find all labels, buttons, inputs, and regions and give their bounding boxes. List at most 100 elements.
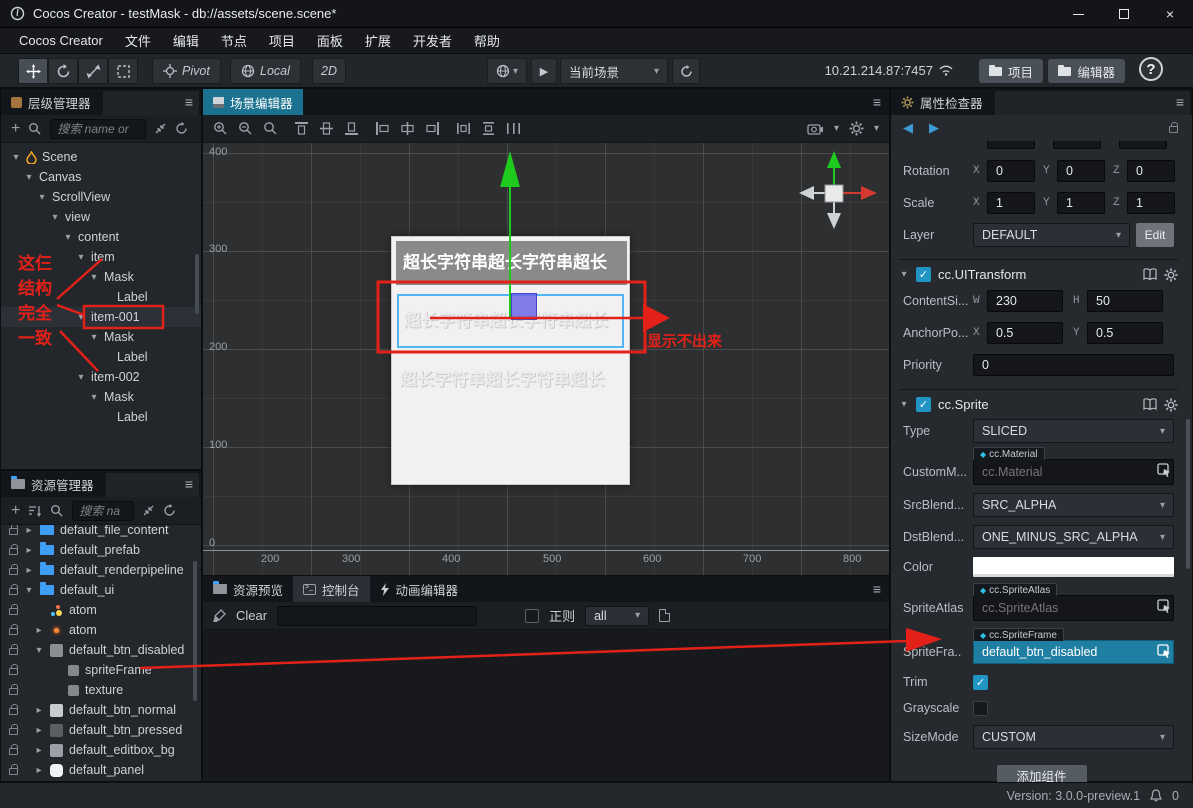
- history-forward-icon[interactable]: ▶: [929, 120, 939, 135]
- tab-asset-preview[interactable]: 资源预览: [203, 576, 293, 602]
- tab-inspector[interactable]: 属性检查器: [891, 89, 993, 115]
- tree-node-item-002[interactable]: ▾ item-002: [1, 367, 201, 387]
- tree-node-canvas[interactable]: ▾ Canvas: [1, 167, 201, 187]
- tree-node-mask[interactable]: ▾ Mask: [1, 267, 201, 287]
- collapse-arrow-icon[interactable]: ▾: [91, 391, 97, 403]
- history-back-icon[interactable]: ◀: [903, 120, 913, 135]
- 2d-mode-button[interactable]: 2D: [312, 58, 346, 84]
- gizmo-settings-gear-icon[interactable]: [849, 121, 864, 136]
- unlock-icon[interactable]: [1169, 122, 1178, 133]
- create-asset-button[interactable]: +: [11, 501, 21, 519]
- assets-search-input[interactable]: [72, 500, 135, 521]
- expand-arrow-icon[interactable]: ▸: [26, 564, 32, 576]
- zoom-out-icon[interactable]: [238, 121, 253, 136]
- sprite-frame-value[interactable]: default_btn_disabled: [973, 640, 1174, 664]
- asset-row[interactable]: ▸ default_file_content: [1, 525, 201, 540]
- expand-arrow-icon[interactable]: ▸: [36, 744, 42, 756]
- distribute-h-icon[interactable]: [456, 121, 471, 136]
- scale-z-input[interactable]: [1127, 192, 1175, 214]
- custom-material-input[interactable]: [973, 459, 1174, 485]
- tree-node-mask[interactable]: ▾ Mask: [1, 327, 201, 347]
- tree-node-mask[interactable]: ▾ Mask: [1, 387, 201, 407]
- tab-animation-editor[interactable]: 动画编辑器: [370, 576, 469, 602]
- search-type-icon[interactable]: [28, 122, 42, 136]
- layer-edit-button[interactable]: Edit: [1136, 223, 1174, 247]
- camera-gizmo-icon[interactable]: [807, 122, 824, 135]
- panel-menu-icon[interactable]: ≡: [872, 94, 881, 110]
- tree-node-view[interactable]: ▾ view: [1, 207, 201, 227]
- panel-menu-icon[interactable]: ≡: [872, 581, 881, 597]
- asset-row[interactable]: ▾ default_ui: [1, 580, 201, 600]
- rotation-x-input[interactable]: [987, 160, 1035, 182]
- collapse-arrow-icon[interactable]: ▾: [901, 269, 907, 280]
- align-left-icon[interactable]: [375, 121, 390, 136]
- expand-arrow-icon[interactable]: ▸: [36, 724, 42, 736]
- zoom-in-icon[interactable]: [213, 121, 228, 136]
- sprite-header[interactable]: ▾ ✓ cc.Sprite: [899, 389, 1178, 415]
- log-file-icon[interactable]: [659, 609, 671, 622]
- asset-row[interactable]: atom: [1, 600, 201, 620]
- component-enabled-checkbox[interactable]: ✓: [916, 397, 931, 412]
- dst-blend-select[interactable]: ONE_MINUS_SRC_ALPHA ▾: [973, 525, 1174, 549]
- tab-hierarchy[interactable]: 层级管理器: [1, 89, 101, 115]
- clipped-input[interactable]: [1053, 141, 1101, 149]
- search-type-icon[interactable]: [50, 504, 64, 518]
- asset-row-spriteframe[interactable]: spriteFrame: [1, 660, 201, 680]
- menu-file[interactable]: 文件: [124, 34, 151, 49]
- collapse-all-icon[interactable]: [142, 504, 155, 517]
- clipped-input[interactable]: [987, 141, 1035, 149]
- scale-x-input[interactable]: [987, 192, 1035, 214]
- tab-scene[interactable]: 场景编辑器: [203, 89, 303, 115]
- create-node-button[interactable]: +: [11, 119, 21, 137]
- src-blend-select[interactable]: SRC_ALPHA ▾: [973, 493, 1174, 517]
- panel-menu-icon[interactable]: ≡: [184, 476, 193, 492]
- color-swatch[interactable]: [973, 557, 1174, 577]
- sprite-type-select[interactable]: SLICED ▾: [973, 419, 1174, 443]
- play-button[interactable]: ▶: [531, 58, 557, 84]
- asset-picker-icon[interactable]: [1157, 463, 1171, 477]
- console-filter-input[interactable]: [277, 605, 478, 626]
- align-vcenter-icon[interactable]: [319, 121, 334, 136]
- asset-row[interactable]: ▾ default_btn_disabled: [1, 640, 201, 660]
- tree-node-item-001[interactable]: ▾ item-001: [1, 307, 201, 327]
- grayscale-checkbox[interactable]: [973, 700, 988, 716]
- layer-select[interactable]: DEFAULT ▾: [973, 223, 1130, 247]
- preview-platform-button[interactable]: ▾: [487, 58, 527, 84]
- tab-console[interactable]: 控制台: [293, 576, 370, 602]
- local-toggle-button[interactable]: Local: [230, 58, 301, 84]
- scale-tool-button[interactable]: [78, 58, 108, 84]
- component-enabled-checkbox[interactable]: ✓: [916, 267, 931, 282]
- asset-row[interactable]: ▸ default_prefab: [1, 540, 201, 560]
- asset-row[interactable]: ▸ default_renderpipeline: [1, 560, 201, 580]
- pivot-toggle-button[interactable]: Pivot: [152, 58, 221, 84]
- rotation-z-input[interactable]: [1127, 160, 1175, 182]
- collapse-arrow-icon[interactable]: ▾: [26, 171, 32, 183]
- collapse-arrow-icon[interactable]: ▾: [78, 311, 84, 323]
- sprite-atlas-input[interactable]: [973, 595, 1174, 621]
- close-button[interactable]: ×: [1165, 6, 1175, 22]
- collapse-arrow-icon[interactable]: ▾: [901, 399, 907, 410]
- help-doc-icon[interactable]: [1143, 398, 1157, 411]
- asset-row[interactable]: ▸ atom: [1, 620, 201, 640]
- minimize-button[interactable]: [1055, 0, 1101, 28]
- rotation-y-input[interactable]: [1057, 160, 1105, 182]
- refresh-scene-button[interactable]: [672, 58, 700, 84]
- tree-node-scene[interactable]: ▾ Scene: [1, 147, 201, 167]
- collapse-arrow-icon[interactable]: ▾: [13, 151, 19, 163]
- refresh-icon[interactable]: [163, 504, 176, 517]
- assets-scrollbar[interactable]: [193, 561, 197, 701]
- menu-node[interactable]: 节点: [220, 34, 247, 49]
- asset-picker-icon[interactable]: [1157, 644, 1171, 658]
- current-scene-select[interactable]: 当前场景 ▾: [560, 58, 668, 84]
- expand-arrow-icon[interactable]: ▸: [36, 764, 42, 776]
- maximize-button[interactable]: [1101, 0, 1147, 28]
- sort-icon[interactable]: [28, 504, 42, 517]
- help-button[interactable]: ?: [1139, 57, 1163, 81]
- component-gear-icon[interactable]: [1164, 268, 1178, 282]
- content-width-input[interactable]: [987, 290, 1063, 312]
- inspector-scrollbar[interactable]: [1186, 419, 1190, 569]
- collapse-arrow-icon[interactable]: ▾: [78, 251, 84, 263]
- rect-tool-button[interactable]: [108, 58, 138, 84]
- menu-help[interactable]: 帮助: [473, 34, 500, 49]
- regex-checkbox[interactable]: [525, 608, 540, 623]
